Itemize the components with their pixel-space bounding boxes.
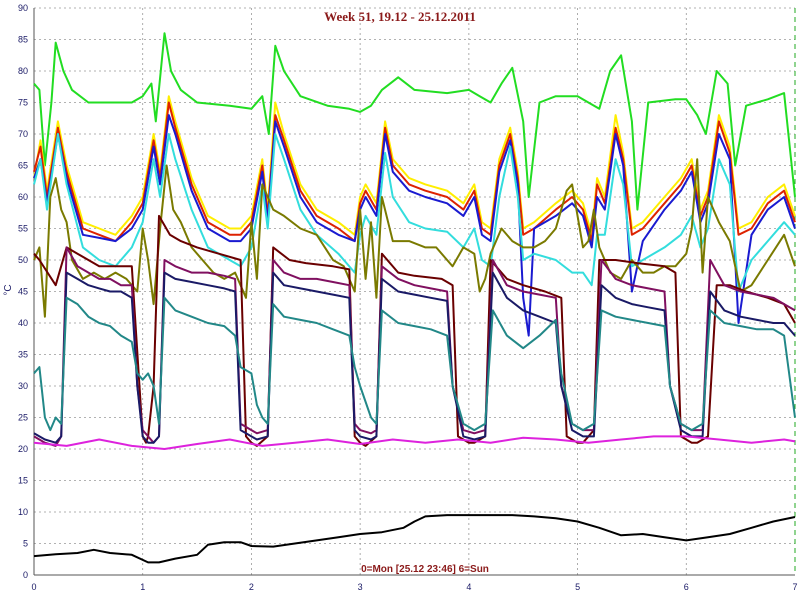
series-line-2	[33, 95, 796, 236]
x-tick-label: 5	[575, 582, 580, 592]
chart-footer: 0=Mon [25.12 23:46] 6=Sun	[361, 564, 489, 575]
y-tick-label: 65	[18, 161, 28, 171]
y-tick-label: 15	[18, 476, 28, 486]
series-line-12	[33, 514, 796, 564]
y-tick-label: 80	[18, 66, 28, 76]
y-tick-label: 40	[18, 318, 28, 328]
x-tick-label: 0	[31, 582, 36, 592]
grid	[33, 7, 796, 576]
x-tick-label: 6	[684, 582, 689, 592]
y-tick-label: 0	[23, 570, 28, 580]
y-tick-label: 30	[18, 381, 28, 391]
y-tick-label: 5	[23, 539, 28, 549]
y-tick-label: 85	[18, 35, 28, 45]
y-tick-label: 25	[18, 413, 28, 423]
chart-title: Week 51, 19.12 - 25.12.2011	[324, 9, 476, 24]
y-tick-label: 90	[18, 3, 28, 13]
series-line-1	[33, 32, 796, 211]
y-axis-label: °C	[3, 284, 14, 295]
y-tick-label: 70	[18, 129, 28, 139]
x-tick-label: 1	[140, 582, 145, 592]
y-tick-label: 35	[18, 350, 28, 360]
y-tick-label: 10	[18, 507, 28, 517]
y-tick-label: 75	[18, 98, 28, 108]
series-line-10	[33, 296, 796, 432]
y-tick-label: 20	[18, 444, 28, 454]
series-line-3	[33, 101, 796, 243]
series-line-11	[33, 435, 796, 450]
series-line-5	[33, 133, 796, 293]
series-group	[33, 32, 796, 564]
series-line-6	[33, 158, 796, 318]
y-tick-label: 55	[18, 224, 28, 234]
series-line-4	[33, 114, 796, 337]
y-tick-label: 60	[18, 192, 28, 202]
x-tick-label: 4	[466, 582, 471, 592]
x-tick-label: 3	[358, 582, 363, 592]
y-tick-label: 45	[18, 287, 28, 297]
x-tick-label: 2	[249, 582, 254, 592]
x-tick-label: 7	[792, 582, 797, 592]
y-tick-label: 50	[18, 255, 28, 265]
series-line-9	[33, 271, 796, 444]
